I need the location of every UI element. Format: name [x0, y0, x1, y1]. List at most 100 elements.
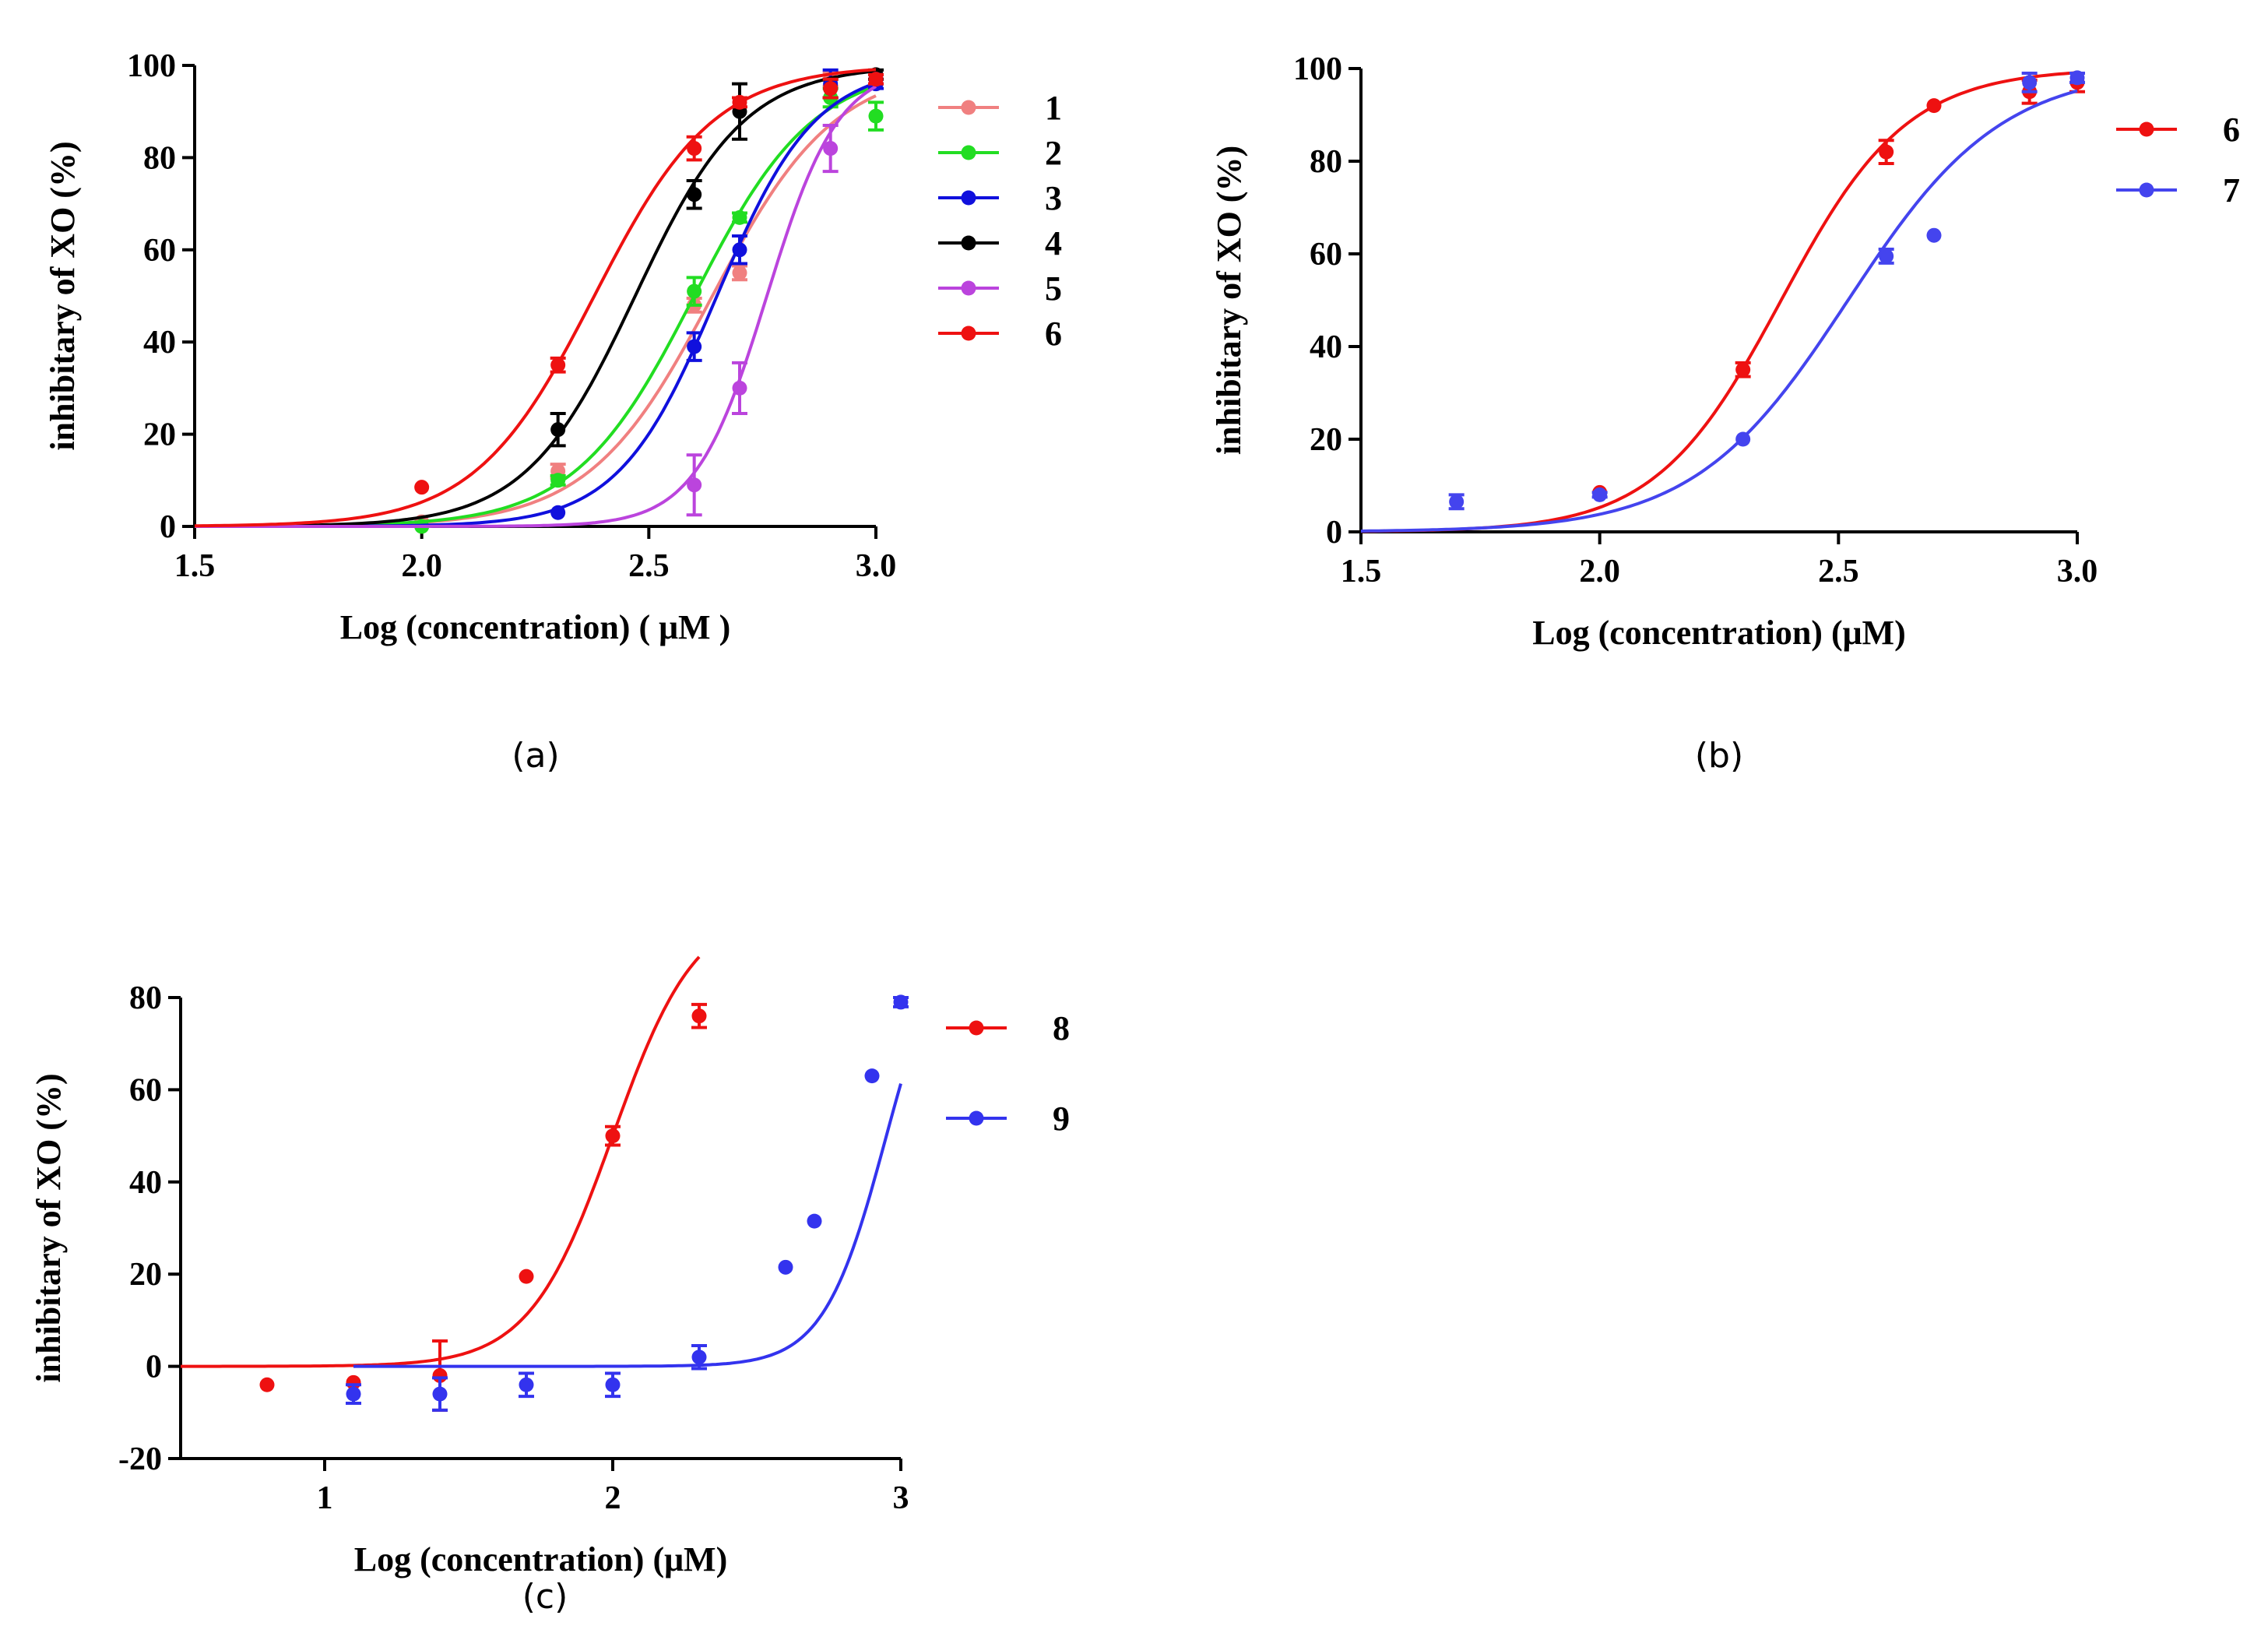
x-tick-label: 3	[893, 1480, 909, 1516]
data-point-series-3	[687, 339, 702, 354]
legend-marker-7	[2139, 182, 2154, 198]
x-axis-title: Log (concentration) (μM)	[1532, 614, 1906, 652]
y-tick-label: 100	[1293, 51, 1342, 87]
legend-label-8: 8	[1053, 1009, 1070, 1047]
legend-label-9: 9	[1053, 1100, 1070, 1138]
legend-marker-2	[961, 145, 976, 160]
data-point-series-5	[687, 477, 702, 493]
y-tick-label: -20	[118, 1441, 162, 1477]
legend-marker-8	[969, 1020, 984, 1036]
data-point-series-6	[1879, 144, 1894, 160]
y-tick-label: 40	[143, 325, 176, 361]
data-point-series-3	[732, 242, 747, 258]
data-point-series-5	[732, 380, 747, 396]
data-point-series-6	[687, 141, 702, 157]
x-axis-title: Log (concentration) (μM)	[354, 1540, 728, 1578]
y-tick-label: 100	[127, 48, 176, 84]
legend-label-7: 7	[2223, 171, 2240, 209]
x-tick-label: 2	[605, 1480, 621, 1516]
y-tick-label: 0	[1326, 515, 1342, 551]
data-point-series-2	[868, 108, 884, 124]
y-tick-label: 20	[143, 417, 176, 453]
data-point-series-8	[691, 1008, 707, 1024]
legend-label-4: 4	[1045, 224, 1062, 262]
fit-curve-series-5	[195, 85, 877, 528]
fit-curve-series-6	[1360, 71, 2078, 533]
y-tick-label: 80	[143, 140, 176, 176]
x-tick-label: 2.5	[628, 548, 670, 584]
legend-marker-4	[961, 235, 976, 251]
y-tick-label: 20	[1310, 422, 1342, 458]
data-point-series-4	[687, 187, 702, 202]
legend-marker-6	[961, 326, 976, 341]
panel-caption-c: (c)	[522, 1577, 568, 1617]
data-point-series-6	[732, 94, 747, 110]
data-point-series-7	[1449, 494, 1465, 509]
data-point-series-6	[1735, 362, 1751, 378]
y-tick-label: 40	[1310, 329, 1342, 365]
data-point-series-1	[732, 265, 747, 280]
fit-curve-series-4	[195, 69, 877, 528]
chart-panel-b: 0 20 40 60 80 100 1.5 2.0 2.5 3.0 Log (concentrati…	[1210, 51, 2240, 776]
data-point-series-5	[823, 141, 839, 157]
chart-panel-a: 0 20 40 60 80 100 1.5 2.0 2.5 3.0 Log (concentrati…	[44, 48, 1062, 776]
data-point-series-9	[432, 1386, 448, 1402]
data-point-series-7	[1926, 227, 1942, 243]
x-tick-label: 2.0	[1579, 554, 1620, 589]
data-point-series-7	[1735, 431, 1751, 447]
y-tick-label: 80	[1310, 144, 1342, 180]
data-point-series-9	[346, 1386, 361, 1402]
data-point-series-8	[605, 1128, 621, 1144]
y-tick-label: 40	[129, 1165, 162, 1201]
y-tick-label: 80	[129, 980, 162, 1016]
legend-marker-5	[961, 280, 976, 296]
data-point-series-9	[893, 994, 909, 1010]
data-point-series-9	[519, 1377, 534, 1392]
legend-label-3: 3	[1045, 179, 1062, 217]
data-point-series-2	[732, 209, 747, 225]
data-point-series-8	[259, 1377, 275, 1392]
legend-label-1: 1	[1045, 89, 1062, 127]
fit-curve-series-9	[353, 1083, 902, 1368]
x-axis-title: Log (concentration) ( μM )	[340, 608, 731, 646]
panel-caption-b: (b)	[1695, 736, 1743, 776]
y-tick-label: 0	[160, 509, 176, 545]
x-tick-label: 2.5	[1818, 554, 1859, 589]
y-axis-title: inhibitary of XO (%)	[1210, 146, 1248, 455]
x-tick-label: 1.5	[174, 548, 216, 584]
data-point-series-6	[823, 81, 839, 97]
data-point-series-7	[2022, 75, 2038, 90]
legend-marker-9	[969, 1110, 984, 1126]
data-point-series-6	[550, 357, 566, 373]
x-tick-label: 1.5	[1341, 554, 1382, 589]
legend-marker-6	[2139, 121, 2154, 137]
data-point-series-3	[550, 505, 566, 520]
data-point-series-8	[519, 1269, 534, 1284]
data-point-series-4	[550, 422, 566, 438]
data-point-series-7	[1879, 248, 1894, 264]
y-tick-label: 60	[143, 233, 176, 269]
data-point-series-6	[414, 480, 430, 495]
data-point-series-6	[1926, 98, 1942, 114]
y-tick-label: 20	[129, 1257, 162, 1293]
y-tick-label: 0	[146, 1350, 162, 1385]
data-point-series-6	[868, 72, 884, 87]
data-point-series-9	[605, 1377, 621, 1392]
chart-panel-c: -20 0 20 40 60 80 1 2 3 Log (concentration) (μM) i…	[30, 955, 1070, 1617]
x-tick-label: 3.0	[2057, 554, 2098, 589]
legend-marker-1	[961, 100, 976, 115]
legend-label-5: 5	[1045, 269, 1062, 308]
x-tick-label: 2.0	[401, 548, 442, 584]
y-axis-title: inhibitary of XO (%)	[30, 1073, 68, 1382]
data-point-series-2	[550, 473, 566, 488]
y-tick-label: 60	[129, 1072, 162, 1108]
fit-curve-series-6	[194, 68, 877, 528]
data-point-series-9	[778, 1259, 793, 1275]
data-point-series-9	[691, 1350, 707, 1365]
data-point-series-2	[687, 283, 702, 299]
legend-label-6: 6	[2223, 111, 2240, 149]
y-axis-title: inhibitary of XO (%)	[44, 141, 82, 450]
legend-marker-3	[961, 190, 976, 206]
fit-curve-series-8	[181, 955, 701, 1368]
